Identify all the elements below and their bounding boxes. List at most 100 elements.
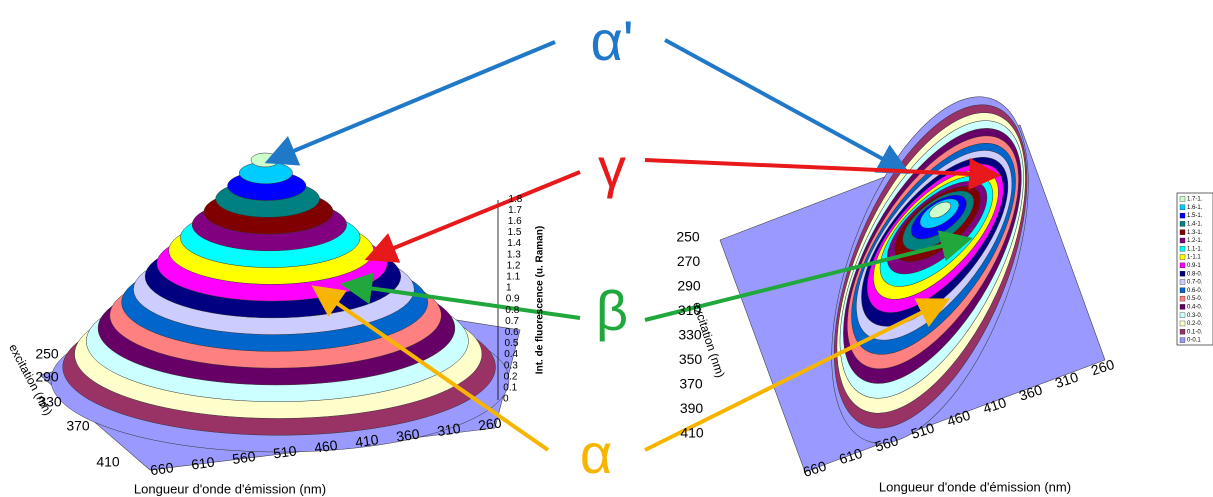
arrow (311, 285, 550, 452)
arrow (340, 272, 581, 320)
y-tick-label: 260 (1089, 356, 1116, 379)
arrow (644, 230, 973, 322)
contour-band (928, 201, 952, 219)
legend (1176, 192, 1213, 346)
z-tick-label: 0.6 (505, 327, 519, 338)
z-tick-label: 0.4 (504, 349, 518, 360)
x-tick-label: 410 (680, 425, 704, 441)
x-tick-label: 370 (66, 418, 90, 434)
legend-label: 0.2-0. (1187, 321, 1203, 327)
y-tick-label: 410 (981, 394, 1008, 417)
x-tick-label: 250 (676, 229, 700, 245)
legend-swatch (1179, 246, 1186, 252)
z-tick-label: 0.2 (504, 371, 518, 382)
legend-label: 0.5-0. (1187, 296, 1203, 302)
z-tick-label: 0.9 (506, 294, 520, 305)
z-tick-label: 0.3 (504, 360, 518, 371)
z-tick-label: 0.7 (505, 316, 519, 327)
z-tick-label: 1.5 (508, 227, 522, 238)
z-tick-label: 1 (506, 283, 512, 294)
x-tick-label: 270 (677, 253, 701, 269)
legend-label: 0.6-0. (1187, 288, 1203, 294)
arrow (364, 170, 581, 263)
legend-swatch (1179, 196, 1186, 202)
legend-label: 0.1-0. (1187, 329, 1203, 335)
x-tick-label: 410 (96, 454, 120, 470)
y-tick-label: 360 (395, 426, 421, 445)
legend-label: 0.8-0. (1187, 271, 1203, 277)
y-tick-label: 610 (190, 454, 216, 473)
z-tick-label: 0.5 (505, 338, 519, 349)
legend-label: 1.5-1. (1187, 213, 1203, 219)
arrow (644, 157, 1001, 190)
legend-swatch (1179, 271, 1186, 277)
legend-swatch (1179, 229, 1186, 235)
legend-swatch (1179, 312, 1186, 318)
x-tick-label: 310 (678, 302, 702, 318)
legend-label: 1-1.1 (1187, 255, 1201, 261)
z-tick-label: 0.1 (503, 383, 517, 394)
x-tick-label: 370 (679, 376, 703, 392)
legend-swatch (1179, 262, 1186, 269)
legend-label: 1.6-1. (1187, 205, 1203, 211)
y-tick-label: 610 (837, 445, 864, 468)
legend-swatch (1179, 204, 1186, 210)
arrow (644, 298, 951, 452)
y-axis-label: Longueur d'onde d'émission (nm) (134, 481, 326, 496)
y-tick-label: 310 (436, 420, 462, 439)
x-tick-label: 330 (678, 327, 702, 343)
y-tick-label: 510 (909, 419, 936, 442)
y-tick-label: 660 (801, 457, 828, 480)
z-axis-label: Int. de fluorescence (u. Raman) (535, 226, 546, 374)
y-tick-label: 560 (873, 432, 900, 455)
legend-label: 0-0.1 (1187, 338, 1201, 344)
legend-swatch (1179, 337, 1186, 343)
label-alpha: α (580, 422, 612, 485)
z-tick-label: 1.8 (508, 194, 522, 205)
z-tick-label: 1.2 (507, 260, 521, 271)
x-tick-label: 330 (38, 394, 62, 410)
z-tick-label: 1.1 (506, 272, 520, 283)
arrows (264, 38, 1001, 452)
label-gamma: γ (598, 136, 626, 199)
y-tick-label: 460 (313, 437, 339, 456)
label-beta: β (596, 279, 628, 342)
x-tick-label: 290 (677, 278, 701, 294)
legend-swatch (1179, 295, 1186, 302)
y-tick-label: 510 (272, 442, 298, 461)
label-alpha-prime: α' (590, 9, 633, 72)
y-tick-label: 560 (231, 448, 257, 467)
legend-swatch (1179, 320, 1186, 327)
y-axis-label: Longueur d'onde d'émission (nm) (879, 479, 1071, 494)
legend-swatch (1179, 329, 1186, 335)
arrow (264, 40, 556, 166)
legend-swatch (1179, 237, 1186, 244)
z-tick-label: 1.7 (508, 205, 522, 216)
legend-swatch (1179, 287, 1186, 293)
x-tick-label: 350 (679, 351, 703, 367)
right-surface (719, 96, 1106, 473)
legend-swatch (1179, 221, 1186, 227)
y-tick-label: 310 (1053, 369, 1080, 392)
legend-label: 0.9-1 (1187, 263, 1201, 269)
x-tick-label: 250 (35, 346, 59, 362)
z-tick-label: 0.8 (505, 305, 519, 316)
y-tick-label: 660 (149, 459, 175, 478)
legend-swatch (1179, 254, 1186, 260)
legend-swatch (1179, 304, 1186, 310)
x-tick-label: 290 (35, 369, 59, 385)
left-surface (39, 152, 521, 471)
y-tick-label: 460 (945, 407, 972, 430)
legend-label: 1.2-1. (1187, 238, 1203, 244)
legend-swatch (1179, 212, 1186, 219)
z-tick-label: 1.4 (507, 238, 521, 249)
y-tick-label: 260 (477, 414, 503, 433)
x-tick-label: 390 (680, 400, 704, 416)
legend-label: 1.7-1. (1187, 197, 1203, 203)
legend-swatch (1179, 279, 1186, 285)
legend-label: 1.4-1. (1187, 221, 1203, 227)
legend-label: 1.3-1. (1187, 230, 1203, 236)
legend-label: 0.4-0. (1187, 304, 1203, 310)
y-tick-label: 410 (354, 431, 380, 450)
